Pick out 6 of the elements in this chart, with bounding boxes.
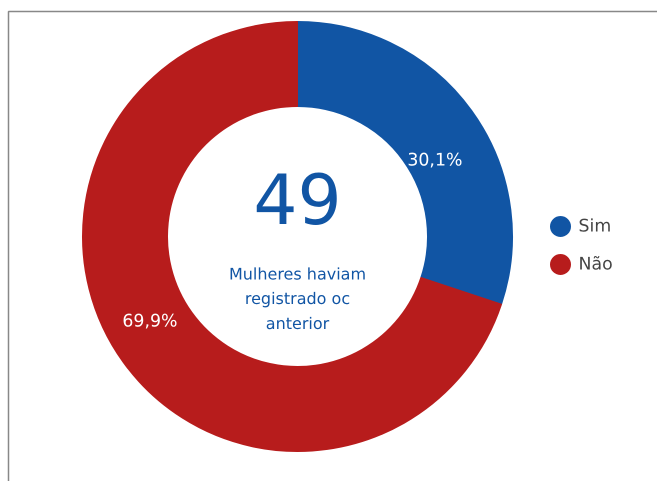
text: 49 bbox=[253, 161, 342, 241]
text: Mulheres haviam registrado oc anterior bbox=[228, 264, 366, 333]
legend-label: Sim bbox=[578, 216, 612, 236]
data-label: 30,1% bbox=[407, 150, 462, 170]
legend-label: Não bbox=[578, 254, 613, 274]
data-label: 69,9% bbox=[122, 311, 178, 332]
